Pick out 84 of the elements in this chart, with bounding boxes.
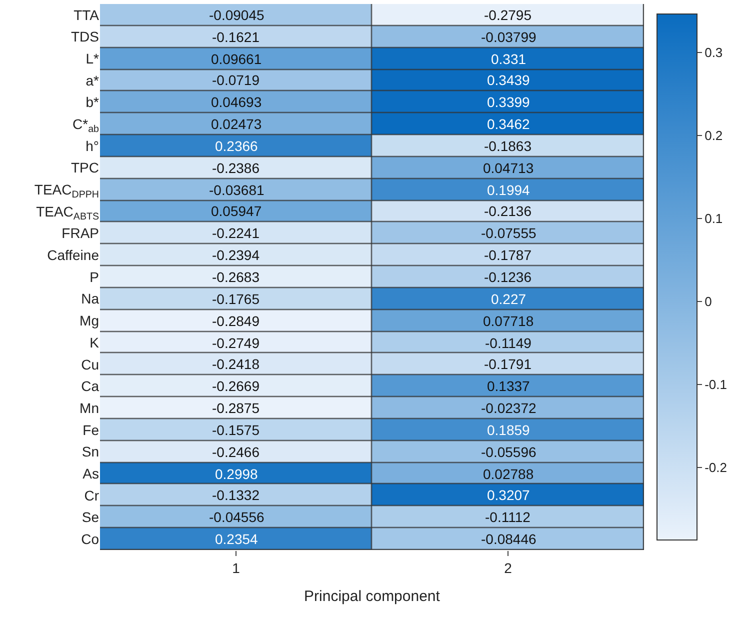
- data-label: -0.1863: [484, 138, 532, 154]
- data-label: -0.09045: [209, 7, 264, 23]
- data-label: -0.1149: [485, 335, 532, 351]
- data-label: -0.03681: [209, 182, 264, 198]
- y-tick-label: TPC: [71, 160, 99, 176]
- x-tick-label: 2: [504, 560, 512, 576]
- data-label: 0.2366: [215, 138, 258, 154]
- data-label: -0.2241: [212, 225, 260, 241]
- data-label: -0.1332: [212, 487, 260, 503]
- y-tick-label: Cu: [81, 356, 99, 372]
- data-label: -0.07555: [481, 225, 536, 241]
- data-label: -0.2849: [212, 313, 260, 329]
- x-tick-label: 1: [232, 560, 240, 576]
- data-label: -0.02372: [481, 400, 536, 416]
- data-label: 0.04693: [211, 94, 262, 110]
- data-label: -0.04556: [209, 509, 264, 525]
- data-label: 0.05947: [211, 203, 262, 219]
- y-tick-label: b*: [86, 94, 100, 110]
- y-tick-label: TTA: [74, 6, 100, 23]
- data-label: -0.2669: [212, 378, 260, 394]
- data-label: -0.1787: [484, 247, 532, 263]
- data-label: -0.2394: [212, 247, 260, 263]
- data-label: -0.03799: [481, 29, 536, 45]
- data-label: -0.0719: [212, 72, 260, 88]
- data-label: -0.2136: [484, 203, 532, 219]
- data-label: 0.331: [491, 51, 526, 67]
- data-label: 0.227: [491, 291, 526, 307]
- x-axis-title: Principal component: [304, 588, 441, 605]
- y-tick-label: a*: [86, 72, 100, 88]
- data-label: 0.1337: [487, 378, 530, 394]
- data-label: -0.05596: [481, 444, 536, 460]
- data-label: -0.1575: [212, 422, 260, 438]
- color-bar-label: 0.2: [704, 128, 723, 143]
- data-label: 0.02473: [211, 116, 262, 132]
- color-bar-label: 0: [704, 294, 712, 309]
- data-label: 0.09661: [211, 51, 262, 67]
- y-tick-label: L*: [86, 50, 100, 66]
- y-tick-label: Sn: [82, 444, 99, 460]
- y-tick-label: Ca: [81, 378, 100, 394]
- y-tick-label: Mg: [80, 312, 99, 329]
- data-label: -0.2683: [212, 269, 260, 285]
- y-tick-label: TEAC$_{DPPH}$: [34, 182, 99, 200]
- color-bar-label: -0.1: [704, 376, 728, 392]
- data-label: -0.2386: [212, 160, 260, 176]
- data-label: -0.2418: [212, 356, 260, 372]
- y-tick-label: TDS: [71, 28, 99, 45]
- y-tick-label: C*$_{ab}$: [72, 116, 100, 135]
- data-label: 0.3399: [487, 94, 530, 110]
- data-label: -0.2749: [212, 335, 260, 351]
- y-tick-label: Co: [81, 530, 100, 547]
- data-label: 0.1859: [487, 422, 530, 438]
- data-label: -0.08446: [481, 531, 536, 547]
- data-label: -0.1765: [212, 291, 260, 307]
- data-label: 0.3462: [487, 116, 530, 132]
- data-label: 0.2998: [215, 466, 258, 482]
- data-label: -0.2466: [212, 444, 260, 460]
- color-bar-label: 0.1: [704, 210, 723, 226]
- data-label: 0.3439: [487, 72, 530, 88]
- y-tick-label: Fe: [82, 422, 100, 438]
- y-tick-label: P: [90, 268, 99, 285]
- data-label: 0.2354: [215, 531, 258, 547]
- data-label: 0.1994: [487, 182, 530, 198]
- data-label: 0.02788: [483, 466, 534, 482]
- data-label: -0.2875: [212, 400, 260, 416]
- y-tick-label: Mn: [80, 400, 99, 416]
- color-bar-label: 0.3: [704, 44, 723, 60]
- data-label: -0.1621: [212, 29, 260, 45]
- y-tick-label: h°: [86, 138, 99, 154]
- data-label: -0.1112: [485, 509, 531, 525]
- y-tick-label: K: [90, 334, 100, 350]
- data-label: 0.07718: [483, 313, 534, 329]
- data-label: -0.1236: [484, 269, 532, 285]
- data-label: 0.3207: [487, 487, 530, 503]
- y-tick-label: Se: [82, 509, 100, 526]
- y-tick-label: Caffeine: [47, 247, 100, 264]
- color-bar-label: -0.2: [704, 460, 728, 475]
- y-tick-label: As: [82, 465, 99, 482]
- data-label: -0.1791: [484, 356, 532, 372]
- data-label: -0.2795: [484, 7, 532, 23]
- y-tick-label: Cr: [84, 487, 100, 504]
- data-label: 0.04713: [483, 160, 534, 176]
- y-tick-label: Na: [81, 290, 100, 307]
- y-tick-label: TEAC$_{ABTS}$: [36, 203, 100, 222]
- y-tick-label: FRAP: [62, 225, 99, 242]
